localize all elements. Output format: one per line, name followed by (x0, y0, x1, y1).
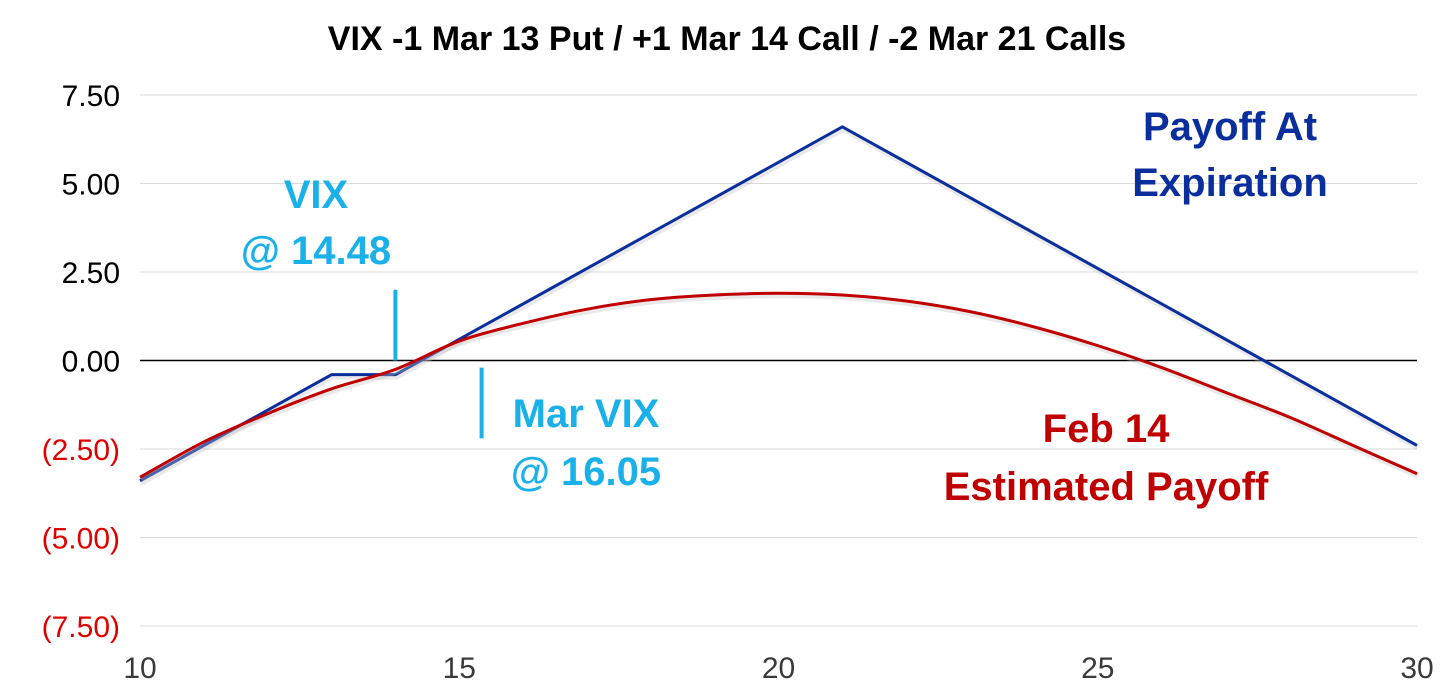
y-tick-label: (7.50) (42, 611, 120, 644)
estimated-payoff-line (139, 291, 1418, 479)
x-tick-label: 10 (123, 652, 156, 685)
legend-expiration-line1: Payoff At (1143, 105, 1317, 149)
legend-expiration-line2: Expiration (1132, 161, 1328, 205)
x-tick-label: 15 (443, 652, 476, 685)
x-axis-ticks: 10 15 20 25 30 (123, 652, 1433, 685)
y-tick-label: 7.50 (62, 80, 120, 113)
mar-vix-label: Mar VIX (513, 392, 660, 436)
y-axis-ticks: 7.50 5.00 2.50 0.00 (2.50) (5.00) (7.50) (42, 80, 120, 644)
x-tick-label: 20 (762, 652, 795, 685)
x-tick-label: 30 (1400, 652, 1433, 685)
y-tick-label: 5.00 (62, 169, 120, 202)
mar-vix-value: @ 16.05 (511, 450, 661, 494)
legend-estimated-line1: Feb 14 (1043, 407, 1170, 451)
series-lines (139, 125, 1420, 486)
grid-lines (140, 94, 1417, 627)
expiration-payoff-line (139, 125, 1418, 483)
vix-spot-label: VIX (284, 173, 349, 217)
y-tick-label: 0.00 (62, 346, 120, 379)
y-tick-label: 2.50 (62, 257, 120, 290)
legend-estimated-line2: Estimated Payoff (944, 465, 1269, 509)
y-tick-label: (2.50) (42, 434, 120, 467)
vix-spot-value: @ 14.48 (241, 229, 391, 273)
x-tick-label: 25 (1081, 652, 1114, 685)
chart-title: VIX -1 Mar 13 Put / +1 Mar 14 Call / -2 … (328, 20, 1126, 58)
y-tick-label: (5.00) (42, 523, 120, 556)
